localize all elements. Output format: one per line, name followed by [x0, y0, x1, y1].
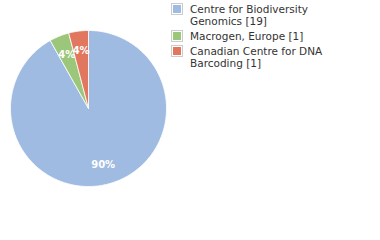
html-text:Macrogen, Europe [1]: Macrogen, Europe [1]	[190, 30, 304, 42]
svg-text:4%: 4%	[58, 49, 76, 61]
html-text:Canadian Centre for DNA Barcod: Canadian Centre for DNA Barcoding [1]	[190, 45, 323, 69]
svg-text:4%: 4%	[73, 45, 90, 56]
svg-text:90%: 90%	[91, 159, 115, 170]
html-text:Centre for Biodiversity Genomi: Centre for Biodiversity Genomics [19]	[190, 3, 309, 27]
